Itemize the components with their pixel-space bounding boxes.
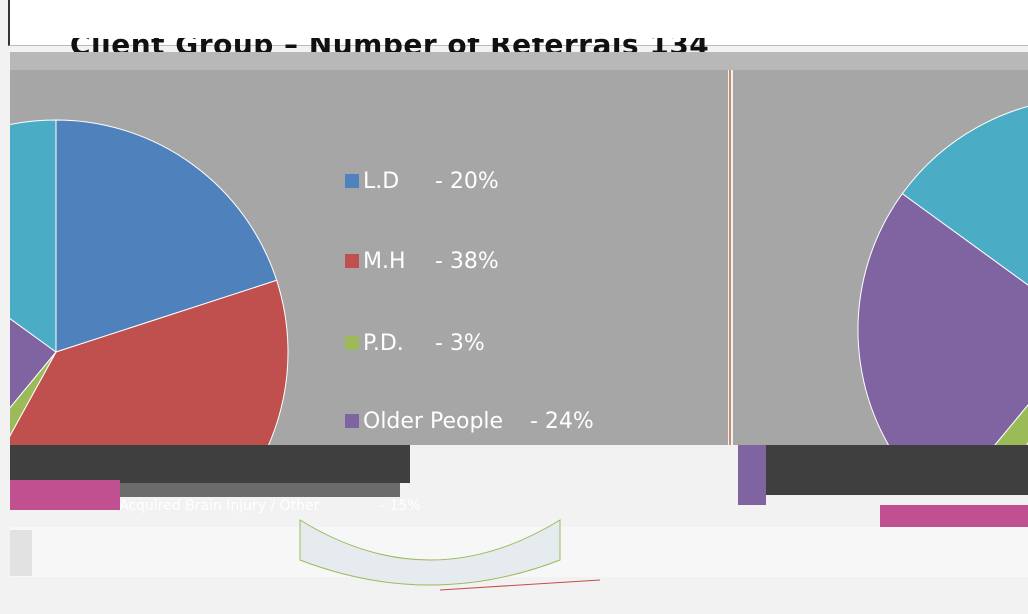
- magenta-band-right: [880, 505, 1028, 527]
- legend-value-l-d: - 20%: [435, 169, 499, 194]
- legend-label-older-people: Older People: [363, 409, 503, 434]
- pie-left-slice-acquired-brain-injury-other: [10, 119, 57, 353]
- pie-left-slice-older-people: [10, 317, 57, 409]
- left-shadow: [10, 530, 32, 576]
- pie-left-slice-m-h: [10, 279, 289, 445]
- legend-swatch-p-d: [345, 336, 359, 350]
- magenta-band: [10, 480, 120, 510]
- pie-right-slice-acquired-brain-injury-other: [901, 105, 1028, 286]
- legend-value-p-d: - 3%: [435, 331, 485, 356]
- purple-block: [738, 445, 766, 505]
- legend-value-m-h: - 38%: [435, 249, 499, 274]
- pie-right: [857, 105, 1028, 445]
- legend-swatch-older-people: [345, 414, 359, 428]
- dark-band-right: [760, 445, 1028, 495]
- pie-base-fragment: [299, 519, 561, 586]
- legend-value-older-people: - 24%: [530, 409, 594, 434]
- legend-label-p-d: P.D.: [363, 331, 404, 356]
- legend-label-m-h: M.H: [363, 249, 406, 274]
- ghost-line: [439, 579, 601, 591]
- pie-left-slice-l-d: [55, 119, 278, 353]
- pie-right-slice-older-people: [857, 192, 1028, 445]
- legend-label-acquired-brain-injury-other: Acquired Brain Injury / Other: [119, 498, 320, 514]
- dark-band: [10, 445, 410, 483]
- pie-left-slice-p-d: [10, 351, 57, 437]
- legend-swatch-l-d: [345, 174, 359, 188]
- legend-swatch-m-h: [345, 254, 359, 268]
- legend-value-acquired-brain-injury-other: - 15%: [380, 498, 421, 514]
- legend: L.D - 20% M.H - 38% P.D. - 3% Older People - 24…: [105, 169, 594, 514]
- legend-label-l-d: L.D: [363, 169, 399, 194]
- header-strip: [10, 52, 1028, 70]
- pie-left: [10, 119, 289, 445]
